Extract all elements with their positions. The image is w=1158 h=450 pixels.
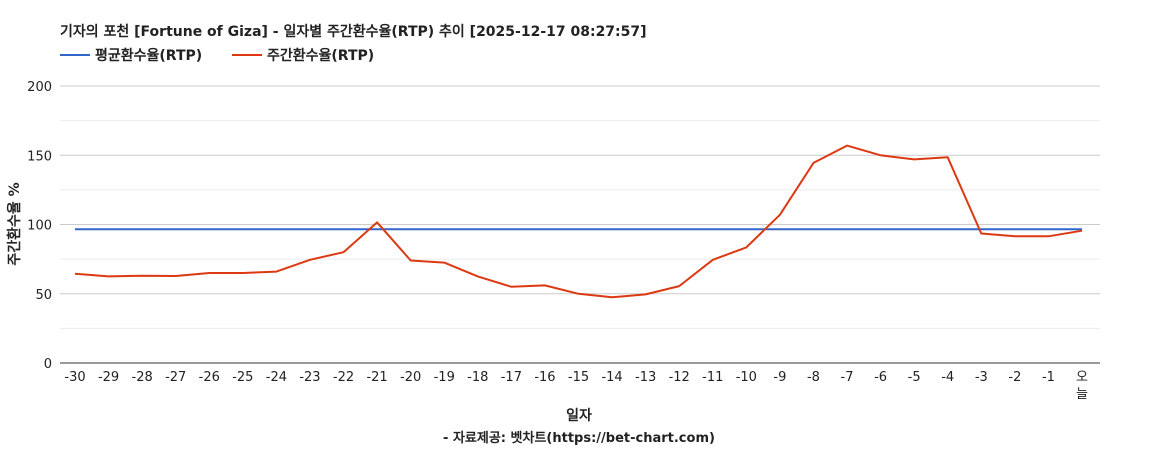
y-tick-label: 200 [27, 80, 52, 95]
x-tick-label: -29 [98, 370, 119, 385]
y-tick-label: 0 [44, 357, 52, 372]
x-axis-ticks: -30 -29 -28 -27 -26 -25 -24 -23 -22 -21 -20 -19 -18-… [64, 370, 1088, 402]
x-tick-label: -18 [467, 370, 488, 385]
series-lines [74, 144, 1083, 299]
x-tick-label: -15 [568, 370, 589, 385]
x-tick-label: -19 [434, 370, 455, 385]
x-tick-label: -16 [534, 370, 555, 385]
x-tick-label: -21 [366, 370, 387, 385]
x-tick-label: -6 [874, 370, 887, 385]
x-tick-label: -25 [232, 370, 253, 385]
y-tick-label: 150 [27, 149, 52, 164]
x-tick-label: -26 [199, 370, 220, 385]
gridlines [60, 85, 1100, 364]
series-line-weekly-rtp [74, 144, 1083, 299]
x-axis-title: 일자 [566, 408, 592, 424]
x-tick-label: -8 [807, 370, 820, 385]
x-tick-label: -27 [165, 370, 186, 385]
x-tick-label: -30 [64, 370, 85, 385]
y-tick-label: 100 [27, 219, 52, 234]
x-tick-label: -9 [773, 370, 786, 385]
x-tick-label: -2 [1008, 370, 1021, 385]
x-tick-label: -22 [333, 370, 354, 385]
x-tick-label: -5 [908, 370, 921, 385]
x-tick-label: -24 [266, 370, 287, 385]
x-tick-label: -17 [501, 370, 522, 385]
x-tick-label: -28 [132, 370, 153, 385]
y-tick-label: 50 [35, 288, 52, 303]
source-credit: - 자료제공: 벳차트(https://bet-chart.com) [443, 430, 715, 446]
chart-title: 기자의 포천 [Fortune of Giza] - 일자별 주간환수율(RTP… [60, 23, 647, 40]
x-tick-label: -11 [702, 370, 723, 385]
y-axis-ticks: 0 50 100 150 200 [27, 80, 52, 372]
x-tick-label: -23 [299, 370, 320, 385]
x-tick-label: -20 [400, 370, 421, 385]
x-tick-label: -12 [669, 370, 690, 385]
x-tick-label: -13 [635, 370, 656, 385]
x-tick-label: -1 [1042, 370, 1055, 385]
y-axis-title: 주간환수율 % [6, 182, 23, 265]
x-tick-label: -10 [736, 370, 757, 385]
x-tick-label: -3 [975, 370, 988, 385]
legend-label-avg: 평균환수율(RTP) [95, 47, 202, 64]
x-tick-label: -7 [841, 370, 854, 385]
legend: 평균환수율(RTP) 주간환수율(RTP) [60, 47, 374, 64]
legend-label-weekly: 주간환수율(RTP) [267, 47, 374, 64]
x-tick-label: -4 [941, 370, 954, 385]
x-tick-label: -14 [601, 370, 622, 385]
